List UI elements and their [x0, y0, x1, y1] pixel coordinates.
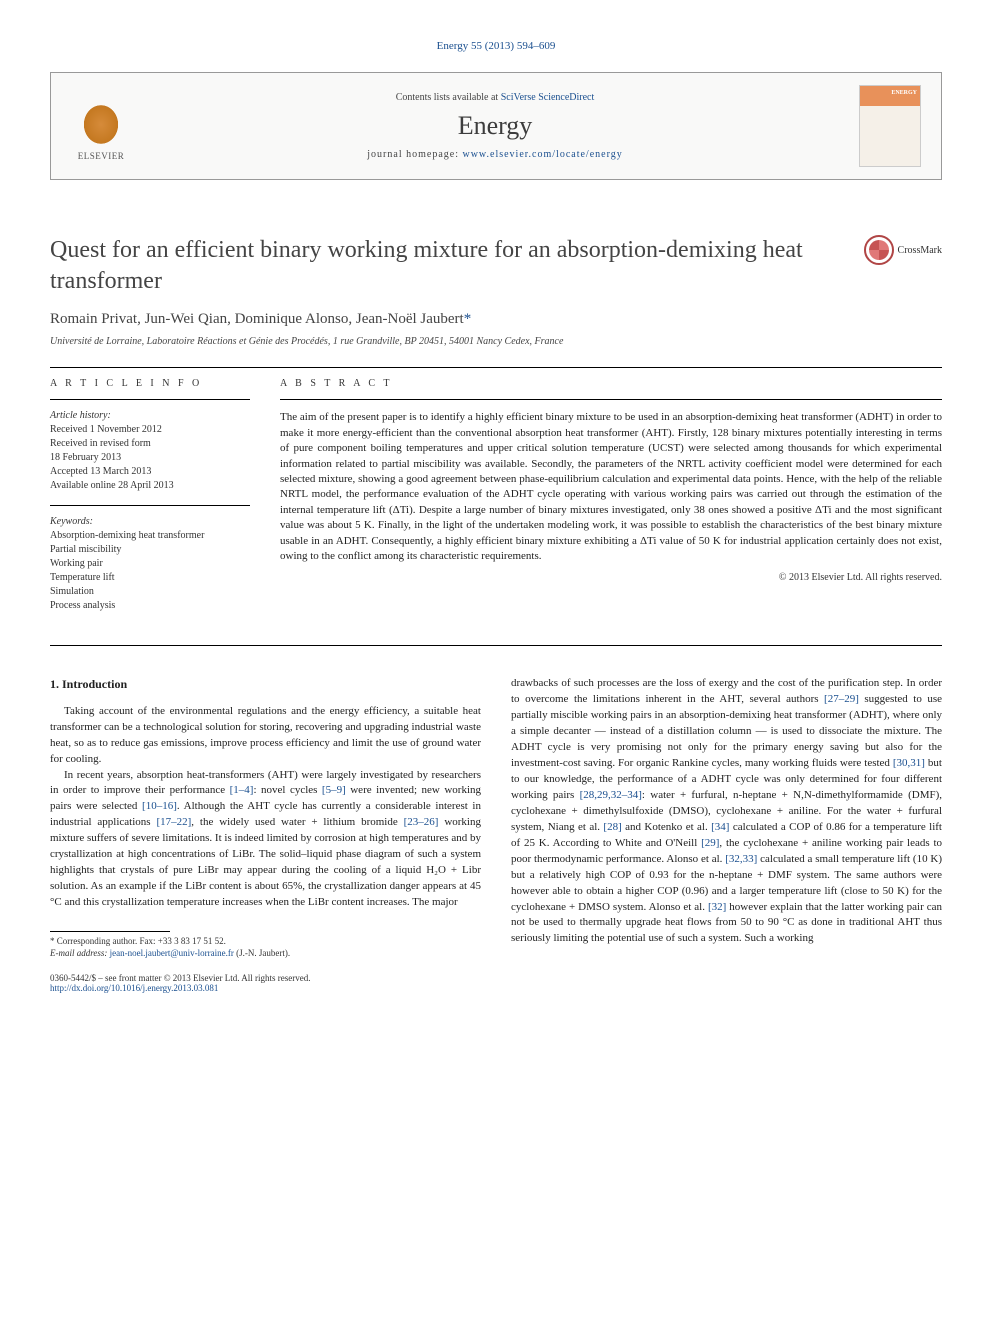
ref-5-9[interactable]: [5–9]	[322, 784, 346, 796]
corresponding-footnote: * Corresponding author. Fax: +33 3 83 17…	[50, 936, 481, 948]
c2e: and Kotenko et al.	[622, 821, 711, 833]
accepted-date: Accepted 13 March 2013	[50, 465, 250, 479]
bottom-bar: 0360-5442/$ – see front matter © 2013 El…	[50, 973, 942, 993]
section-heading: 1. Introduction	[50, 676, 481, 693]
ref-32[interactable]: [32]	[708, 901, 726, 913]
ref-29[interactable]: [29]	[701, 837, 719, 849]
ref-27-29[interactable]: [27–29]	[824, 693, 859, 705]
ref-32-33[interactable]: [32,33]	[725, 853, 757, 865]
revised-line2: 18 February 2013	[50, 451, 250, 465]
crossmark-badge[interactable]: CrossMark	[864, 235, 942, 265]
keywords-title: Keywords:	[50, 516, 250, 527]
footnote-block: * Corresponding author. Fax: +33 3 83 17…	[50, 936, 481, 959]
journal-homepage: journal homepage: www.elsevier.com/locat…	[131, 149, 859, 160]
email-link[interactable]: jean-noel.jaubert@univ-lorraine.fr	[110, 948, 234, 958]
ref-34[interactable]: [34]	[711, 821, 729, 833]
issn-line: 0360-5442/$ – see front matter © 2013 El…	[50, 973, 942, 983]
keyword-1: Absorption-demixing heat transformer	[50, 529, 250, 543]
divider-bottom	[50, 645, 942, 646]
journal-header-box: ELSEVIER Contents lists available at Sci…	[50, 72, 942, 180]
abstract-divider	[280, 399, 942, 400]
article-info-heading: A R T I C L E I N F O	[50, 378, 250, 389]
col2-p1: drawbacks of such processes are the loss…	[511, 676, 942, 947]
article-title: Quest for an efficient binary working mi…	[50, 235, 864, 297]
p2b: : novel cycles	[253, 784, 321, 796]
intro-p1: Taking account of the environmental regu…	[50, 704, 481, 768]
doi-line: http://dx.doi.org/10.1016/j.energy.2013.…	[50, 983, 942, 993]
journal-title: Energy	[131, 111, 859, 141]
ref-10-16[interactable]: [10–16]	[142, 800, 177, 812]
keyword-3: Working pair	[50, 557, 250, 571]
contents-line: Contents lists available at SciVerse Sci…	[131, 92, 859, 103]
section-number: 1.	[50, 677, 59, 691]
publisher-logo: ELSEVIER	[71, 91, 131, 161]
history-section: Article history: Received 1 November 201…	[50, 410, 250, 493]
abstract-col: A B S T R A C T The aim of the present p…	[280, 378, 942, 625]
homepage-link[interactable]: www.elsevier.com/locate/energy	[462, 149, 622, 160]
affiliation: Université de Lorraine, Laboratoire Réac…	[50, 336, 942, 347]
article-info-col: A R T I C L E I N F O Article history: R…	[50, 378, 250, 625]
crossmark-label: CrossMark	[898, 245, 942, 256]
p2f: working mixture suffers of severe limita…	[50, 816, 481, 908]
keyword-2: Partial miscibility	[50, 543, 250, 557]
abstract-text: The aim of the present paper is to ident…	[280, 410, 942, 564]
publisher-name: ELSEVIER	[78, 151, 125, 161]
citation-header: Energy 55 (2013) 594–609	[50, 40, 942, 52]
abstract-heading: A B S T R A C T	[280, 378, 942, 389]
online-date: Available online 28 April 2013	[50, 479, 250, 493]
ref-28[interactable]: [28]	[603, 821, 621, 833]
section-title: Introduction	[62, 677, 127, 691]
doi-link[interactable]: 10.1016/j.energy.2013.03.081	[111, 983, 219, 993]
keyword-4: Temperature lift	[50, 571, 250, 585]
footnote-separator	[50, 931, 170, 932]
intro-p2: In recent years, absorption heat-transfo…	[50, 768, 481, 911]
body-col-right: drawbacks of such processes are the loss…	[511, 676, 942, 959]
authors-text: Romain Privat, Jun-Wei Qian, Dominique A…	[50, 311, 464, 327]
abstract-copyright: © 2013 Elsevier Ltd. All rights reserved…	[280, 572, 942, 583]
revised-line1: Received in revised form	[50, 437, 250, 451]
info-divider-1	[50, 399, 250, 400]
homepage-prefix: journal homepage:	[367, 149, 462, 160]
author-list: Romain Privat, Jun-Wei Qian, Dominique A…	[50, 311, 942, 328]
p2e: , the widely used water + lithium bromid…	[191, 816, 403, 828]
ref-23-26[interactable]: [23–26]	[404, 816, 439, 828]
ref-17-22[interactable]: [17–22]	[156, 816, 191, 828]
keyword-5: Simulation	[50, 585, 250, 599]
corresponding-mark: *	[464, 311, 472, 327]
email-who: (J.-N. Jaubert).	[234, 948, 290, 958]
history-title: Article history:	[50, 410, 250, 421]
crossmark-icon	[864, 235, 894, 265]
doi-prefix-link[interactable]: http://dx.doi.org/	[50, 983, 111, 993]
keyword-6: Process analysis	[50, 599, 250, 613]
ref-1-4[interactable]: [1–4]	[230, 784, 254, 796]
contents-prefix: Contents lists available at	[396, 92, 501, 103]
body-col-left: 1. Introduction Taking account of the en…	[50, 676, 481, 959]
email-footnote: E-mail address: jean-noel.jaubert@univ-l…	[50, 948, 481, 960]
info-abstract-row: A R T I C L E I N F O Article history: R…	[50, 378, 942, 625]
body-columns: 1. Introduction Taking account of the en…	[50, 676, 942, 959]
info-divider-2	[50, 505, 250, 506]
email-label: E-mail address:	[50, 948, 110, 958]
page-container: Energy 55 (2013) 594–609 ELSEVIER Conten…	[0, 0, 992, 1033]
ref-28-34[interactable]: [28,29,32–34]	[580, 789, 642, 801]
title-row: Quest for an efficient binary working mi…	[50, 205, 942, 311]
keywords-section: Keywords: Absorption-demixing heat trans…	[50, 516, 250, 613]
journal-cover-thumb	[859, 85, 921, 167]
journal-center: Contents lists available at SciVerse Sci…	[131, 92, 859, 160]
sciencedirect-link[interactable]: SciVerse ScienceDirect	[501, 92, 595, 103]
received-date: Received 1 November 2012	[50, 423, 250, 437]
divider-top	[50, 367, 942, 368]
ref-30-31[interactable]: [30,31]	[893, 757, 925, 769]
elsevier-tree-icon	[81, 102, 121, 147]
